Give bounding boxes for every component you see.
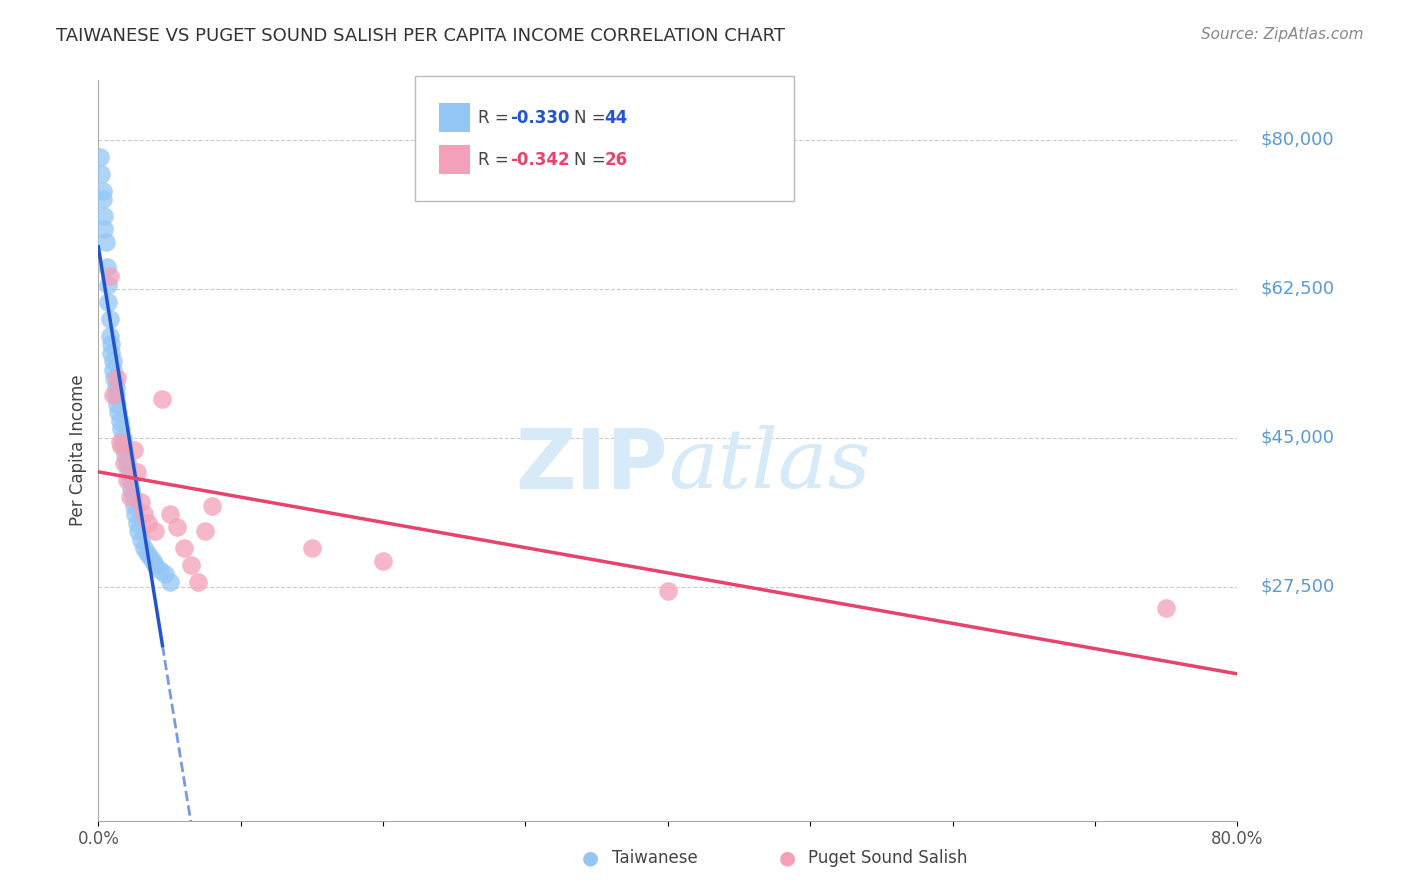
Text: -0.330: -0.330 xyxy=(510,109,569,127)
Taiwanese xyxy=(145,558,167,573)
Text: ZIP: ZIP xyxy=(516,425,668,506)
Taiwanese xyxy=(112,439,135,453)
Puget Sound Salish xyxy=(152,392,174,407)
Taiwanese xyxy=(98,311,121,326)
Taiwanese xyxy=(132,541,155,556)
Taiwanese xyxy=(118,473,141,487)
Puget Sound Salish xyxy=(118,490,141,504)
Puget Sound Salish xyxy=(136,516,159,530)
Taiwanese xyxy=(124,508,146,522)
Taiwanese xyxy=(103,371,125,385)
Taiwanese xyxy=(121,490,143,504)
Taiwanese xyxy=(97,294,120,309)
Text: R =: R = xyxy=(478,151,515,169)
Taiwanese xyxy=(96,260,118,275)
Puget Sound Salish xyxy=(194,524,217,539)
Puget Sound Salish xyxy=(1154,600,1177,615)
Text: 44: 44 xyxy=(605,109,628,127)
Taiwanese xyxy=(155,566,177,581)
Puget Sound Salish xyxy=(110,439,132,453)
Text: Source: ZipAtlas.com: Source: ZipAtlas.com xyxy=(1201,27,1364,42)
Taiwanese xyxy=(110,422,132,436)
Taiwanese xyxy=(91,193,114,207)
Text: $45,000: $45,000 xyxy=(1260,429,1334,447)
Text: ●: ● xyxy=(582,848,599,868)
Text: Taiwanese: Taiwanese xyxy=(612,849,697,867)
Taiwanese xyxy=(141,554,163,568)
Taiwanese xyxy=(108,414,131,428)
Taiwanese xyxy=(104,388,127,402)
Taiwanese xyxy=(98,328,121,343)
Y-axis label: Per Capita Income: Per Capita Income xyxy=(69,375,87,526)
Taiwanese xyxy=(93,222,115,236)
Taiwanese xyxy=(90,167,112,181)
Taiwanese xyxy=(127,524,149,539)
Text: N =: N = xyxy=(574,151,610,169)
Text: -0.342: -0.342 xyxy=(510,151,569,169)
Puget Sound Salish xyxy=(301,541,323,556)
Puget Sound Salish xyxy=(166,520,188,534)
Taiwanese xyxy=(129,533,152,547)
Taiwanese xyxy=(115,456,138,470)
Taiwanese xyxy=(159,575,181,590)
Puget Sound Salish xyxy=(657,583,679,598)
Taiwanese xyxy=(94,235,117,249)
Taiwanese xyxy=(107,405,129,419)
Taiwanese xyxy=(89,150,111,164)
Puget Sound Salish xyxy=(173,541,195,556)
Taiwanese xyxy=(100,337,122,351)
Puget Sound Salish xyxy=(145,524,167,539)
Puget Sound Salish xyxy=(101,388,124,402)
Taiwanese xyxy=(125,516,148,530)
Taiwanese xyxy=(93,210,115,224)
Taiwanese xyxy=(101,354,124,368)
Puget Sound Salish xyxy=(159,508,181,522)
Taiwanese xyxy=(135,545,157,559)
Text: R =: R = xyxy=(478,109,515,127)
Puget Sound Salish xyxy=(105,371,128,385)
Text: Puget Sound Salish: Puget Sound Salish xyxy=(808,849,967,867)
Text: ●: ● xyxy=(779,848,796,868)
Puget Sound Salish xyxy=(180,558,202,573)
Text: $27,500: $27,500 xyxy=(1260,578,1334,596)
Text: $80,000: $80,000 xyxy=(1260,131,1334,149)
Puget Sound Salish xyxy=(122,443,145,458)
Taiwanese xyxy=(105,397,128,411)
Taiwanese xyxy=(104,379,127,393)
Taiwanese xyxy=(138,549,160,564)
Text: atlas: atlas xyxy=(668,425,870,505)
Taiwanese xyxy=(120,482,142,496)
Text: N =: N = xyxy=(574,109,610,127)
Puget Sound Salish xyxy=(187,575,209,590)
Taiwanese xyxy=(117,465,139,479)
Puget Sound Salish xyxy=(98,268,121,283)
Puget Sound Salish xyxy=(108,434,131,449)
Taiwanese xyxy=(101,362,124,376)
Puget Sound Salish xyxy=(125,465,148,479)
Puget Sound Salish xyxy=(373,554,395,568)
Taiwanese xyxy=(97,277,120,292)
Taiwanese xyxy=(111,431,134,445)
Taiwanese xyxy=(149,563,172,577)
Puget Sound Salish xyxy=(132,508,155,522)
Puget Sound Salish xyxy=(115,473,138,487)
Taiwanese xyxy=(122,499,145,513)
Taiwanese xyxy=(114,448,136,462)
Taiwanese xyxy=(100,345,122,359)
Text: $62,500: $62,500 xyxy=(1260,280,1334,298)
Taiwanese xyxy=(91,184,114,198)
Text: 26: 26 xyxy=(605,151,627,169)
Puget Sound Salish xyxy=(201,499,224,513)
Text: TAIWANESE VS PUGET SOUND SALISH PER CAPITA INCOME CORRELATION CHART: TAIWANESE VS PUGET SOUND SALISH PER CAPI… xyxy=(56,27,785,45)
Puget Sound Salish xyxy=(129,494,152,508)
Puget Sound Salish xyxy=(112,456,135,470)
